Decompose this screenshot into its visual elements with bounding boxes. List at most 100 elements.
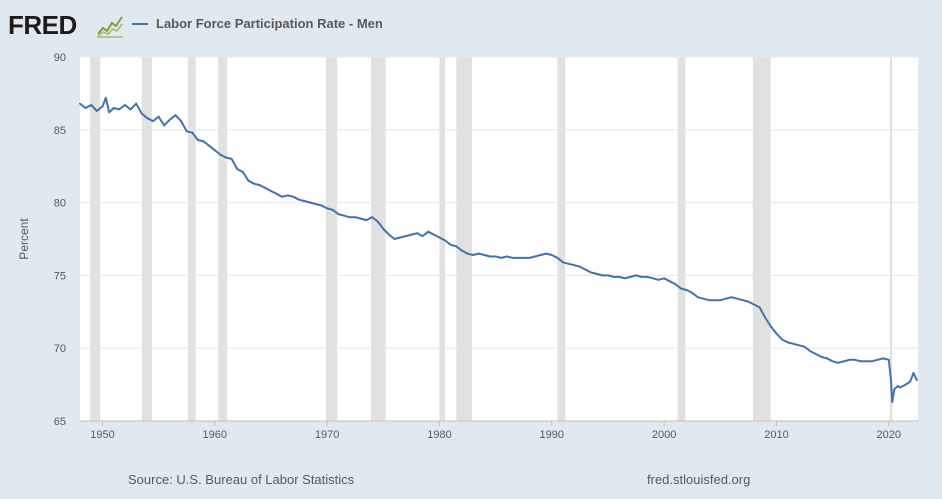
data-point (657, 278, 660, 281)
data-point (708, 299, 710, 302)
data-point (270, 190, 272, 192)
legend-swatch (132, 22, 148, 25)
chart-legend: Labor Force Participation Rate - Men (132, 16, 383, 31)
data-point (511, 257, 514, 259)
data-point (534, 255, 536, 258)
data-point (371, 216, 373, 219)
data-point (438, 236, 441, 239)
recession-band (370, 57, 386, 421)
data-point (798, 344, 800, 347)
data-point (472, 254, 475, 256)
data-point (258, 184, 261, 187)
data-point (118, 108, 121, 111)
data-point (343, 214, 345, 217)
data-point (887, 358, 890, 361)
data-point (399, 236, 402, 239)
legend-label: Labor Force Participation Rate - Men (156, 16, 383, 31)
data-point (348, 216, 351, 219)
data-point (590, 271, 593, 274)
data-point (421, 235, 424, 237)
data-point (168, 118, 171, 121)
data-point (427, 230, 430, 233)
y-tick-label: 80 (54, 198, 66, 210)
data-point (573, 264, 576, 267)
data-point (786, 341, 789, 344)
x-tick-label: 1990 (540, 429, 564, 441)
data-point (455, 245, 458, 248)
data-point (326, 207, 329, 210)
data-point (646, 275, 649, 278)
recession-band (90, 57, 101, 421)
data-point (124, 104, 126, 106)
data-point (595, 273, 598, 275)
data-point (865, 360, 868, 363)
data-point (550, 254, 553, 256)
data-point (556, 257, 559, 259)
data-point (500, 257, 503, 259)
data-point (651, 277, 654, 280)
chart-trend-icon (97, 16, 123, 38)
data-point (432, 233, 435, 236)
data-point (890, 379, 892, 382)
data-point (298, 198, 300, 201)
data-point (719, 299, 722, 302)
data-point (331, 208, 334, 211)
data-point (365, 219, 368, 221)
data-point (891, 401, 894, 403)
data-point (848, 358, 851, 361)
recession-band (677, 57, 686, 421)
data-point (674, 283, 677, 286)
x-tick-label: 2000 (652, 429, 676, 441)
y-tick-label: 65 (54, 416, 66, 428)
data-point (104, 96, 107, 99)
data-point (309, 201, 312, 204)
data-point (444, 239, 446, 242)
data-point (747, 300, 750, 303)
recession-band (557, 57, 566, 421)
data-point (753, 303, 755, 306)
data-point (505, 255, 508, 258)
recession-band (141, 57, 152, 421)
data-point (90, 104, 93, 106)
data-point (769, 325, 772, 328)
data-point (871, 360, 873, 363)
data-point (292, 195, 295, 198)
data-point (842, 360, 845, 363)
data-point (152, 120, 154, 122)
data-point (174, 114, 177, 117)
data-point (618, 275, 621, 278)
data-point (140, 112, 143, 115)
data-point (163, 124, 166, 127)
data-point (157, 115, 160, 118)
data-point (135, 102, 138, 105)
data-point (578, 265, 581, 268)
data-point (202, 140, 205, 143)
data-point (388, 233, 390, 236)
x-tick-label: 2010 (764, 429, 788, 441)
data-point (685, 289, 688, 291)
data-point (230, 158, 233, 160)
data-point (382, 227, 385, 230)
data-point (95, 109, 98, 112)
fred-logo[interactable]: FRED (8, 10, 77, 40)
data-point (528, 257, 531, 259)
data-point (696, 296, 699, 299)
data-point (180, 120, 182, 122)
y-tick-label: 70 (54, 343, 66, 355)
y-tick-label: 75 (54, 270, 66, 282)
recession-band (456, 57, 473, 421)
data-point (225, 156, 227, 159)
data-point (896, 385, 899, 387)
data-point (108, 111, 111, 114)
data-point (286, 194, 289, 197)
data-point (489, 255, 491, 258)
data-point (831, 360, 834, 363)
data-point (517, 257, 519, 259)
recession-band (218, 57, 228, 421)
data-point (539, 254, 542, 256)
data-point (792, 342, 795, 345)
data-point (803, 345, 806, 348)
site-link[interactable]: fred.stlouisfed.org (647, 472, 751, 487)
data-point (522, 257, 525, 259)
data-point (904, 383, 907, 386)
